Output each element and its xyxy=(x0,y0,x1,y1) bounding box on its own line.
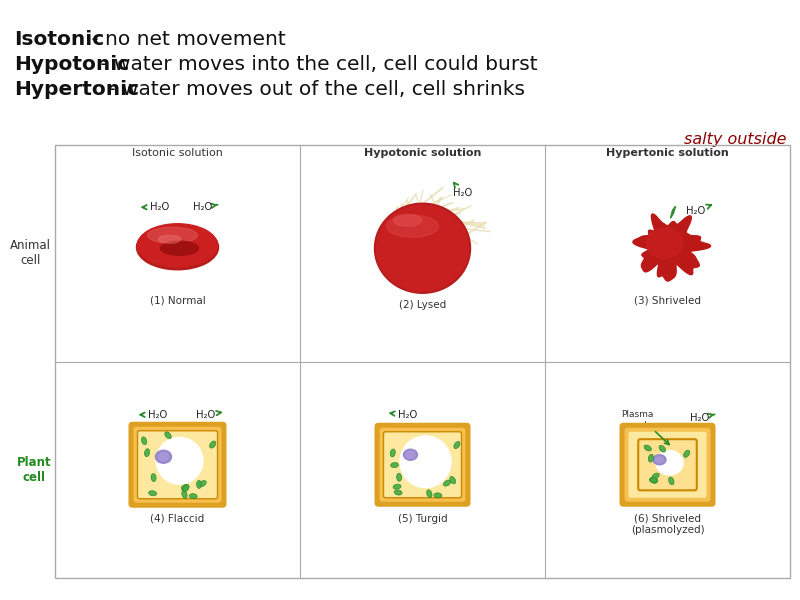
Text: H₂O: H₂O xyxy=(390,410,417,420)
Text: Hypertonic solution: Hypertonic solution xyxy=(606,148,729,158)
Text: Isotonic solution: Isotonic solution xyxy=(132,148,223,158)
Polygon shape xyxy=(633,214,710,281)
FancyBboxPatch shape xyxy=(379,428,466,502)
Text: Hypotonic: Hypotonic xyxy=(14,55,130,74)
Ellipse shape xyxy=(374,203,470,293)
Text: Animal
cell: Animal cell xyxy=(10,239,51,267)
Ellipse shape xyxy=(644,445,651,451)
Ellipse shape xyxy=(377,205,469,291)
Text: Hypertonic: Hypertonic xyxy=(14,80,139,99)
Text: - no net movement: - no net movement xyxy=(85,30,286,49)
Text: H₂O: H₂O xyxy=(142,202,169,212)
Ellipse shape xyxy=(158,235,181,243)
Ellipse shape xyxy=(158,453,169,461)
Text: H₂O: H₂O xyxy=(193,202,218,212)
Ellipse shape xyxy=(669,477,674,485)
Ellipse shape xyxy=(394,490,402,495)
Ellipse shape xyxy=(182,491,187,499)
Ellipse shape xyxy=(394,214,422,226)
Ellipse shape xyxy=(400,436,451,488)
Ellipse shape xyxy=(390,463,398,467)
Ellipse shape xyxy=(197,481,202,488)
Ellipse shape xyxy=(161,241,198,255)
Polygon shape xyxy=(670,206,675,218)
Text: H₂O: H₂O xyxy=(686,205,711,216)
Ellipse shape xyxy=(648,454,654,462)
Text: Hypotonic solution: Hypotonic solution xyxy=(364,148,481,158)
Ellipse shape xyxy=(653,455,666,465)
Text: (5) Turgid: (5) Turgid xyxy=(398,514,447,524)
Ellipse shape xyxy=(190,494,198,499)
Text: H₂O: H₂O xyxy=(196,410,222,420)
Ellipse shape xyxy=(199,481,206,487)
Ellipse shape xyxy=(655,457,663,463)
Ellipse shape xyxy=(652,473,659,479)
Ellipse shape xyxy=(183,485,189,492)
Ellipse shape xyxy=(656,451,683,475)
Text: Isotonic: Isotonic xyxy=(14,30,104,49)
Text: (1) Normal: (1) Normal xyxy=(150,295,206,305)
FancyBboxPatch shape xyxy=(129,422,226,508)
Ellipse shape xyxy=(137,225,218,270)
Ellipse shape xyxy=(390,449,395,457)
Ellipse shape xyxy=(156,437,203,484)
Ellipse shape xyxy=(659,445,666,452)
Text: H₂O: H₂O xyxy=(690,413,714,423)
Polygon shape xyxy=(646,228,682,259)
Ellipse shape xyxy=(434,493,442,498)
FancyBboxPatch shape xyxy=(619,423,715,507)
Text: - water moves into the cell, cell could burst: - water moves into the cell, cell could … xyxy=(94,55,538,74)
FancyBboxPatch shape xyxy=(629,432,706,498)
Ellipse shape xyxy=(210,441,216,448)
Ellipse shape xyxy=(182,484,189,490)
Text: (3) Shriveled: (3) Shriveled xyxy=(634,295,701,305)
Text: H₂O: H₂O xyxy=(140,410,167,420)
Ellipse shape xyxy=(650,478,657,483)
Ellipse shape xyxy=(403,449,418,460)
FancyBboxPatch shape xyxy=(625,428,710,502)
Text: (2) Lysed: (2) Lysed xyxy=(399,300,446,310)
Ellipse shape xyxy=(650,478,658,483)
Ellipse shape xyxy=(142,437,146,445)
Ellipse shape xyxy=(165,432,171,439)
Ellipse shape xyxy=(454,442,460,449)
FancyBboxPatch shape xyxy=(138,431,218,499)
Text: - water moves out of the cell, cell shrinks: - water moves out of the cell, cell shri… xyxy=(102,80,526,99)
Text: Plant
cell: Plant cell xyxy=(16,456,51,484)
FancyBboxPatch shape xyxy=(383,432,462,498)
Ellipse shape xyxy=(406,451,415,458)
Text: Plasma
membrane: Plasma membrane xyxy=(621,410,670,430)
Ellipse shape xyxy=(386,215,438,237)
Bar xyxy=(55,145,790,578)
Ellipse shape xyxy=(149,491,157,496)
FancyBboxPatch shape xyxy=(638,439,697,490)
FancyBboxPatch shape xyxy=(134,427,222,503)
Ellipse shape xyxy=(393,484,401,489)
FancyBboxPatch shape xyxy=(374,423,470,507)
Ellipse shape xyxy=(443,480,450,486)
Ellipse shape xyxy=(138,224,218,267)
Ellipse shape xyxy=(450,476,456,484)
Ellipse shape xyxy=(147,227,198,243)
Text: (6) Shriveled
(plasmolyzed): (6) Shriveled (plasmolyzed) xyxy=(630,514,704,535)
Ellipse shape xyxy=(155,450,171,463)
Ellipse shape xyxy=(426,490,432,497)
Ellipse shape xyxy=(151,473,156,482)
Ellipse shape xyxy=(397,473,402,481)
Ellipse shape xyxy=(145,449,150,457)
Text: H₂O: H₂O xyxy=(453,182,472,198)
Text: (4) Flaccid: (4) Flaccid xyxy=(150,514,205,524)
Ellipse shape xyxy=(684,450,690,457)
Text: salty outside: salty outside xyxy=(685,132,787,147)
